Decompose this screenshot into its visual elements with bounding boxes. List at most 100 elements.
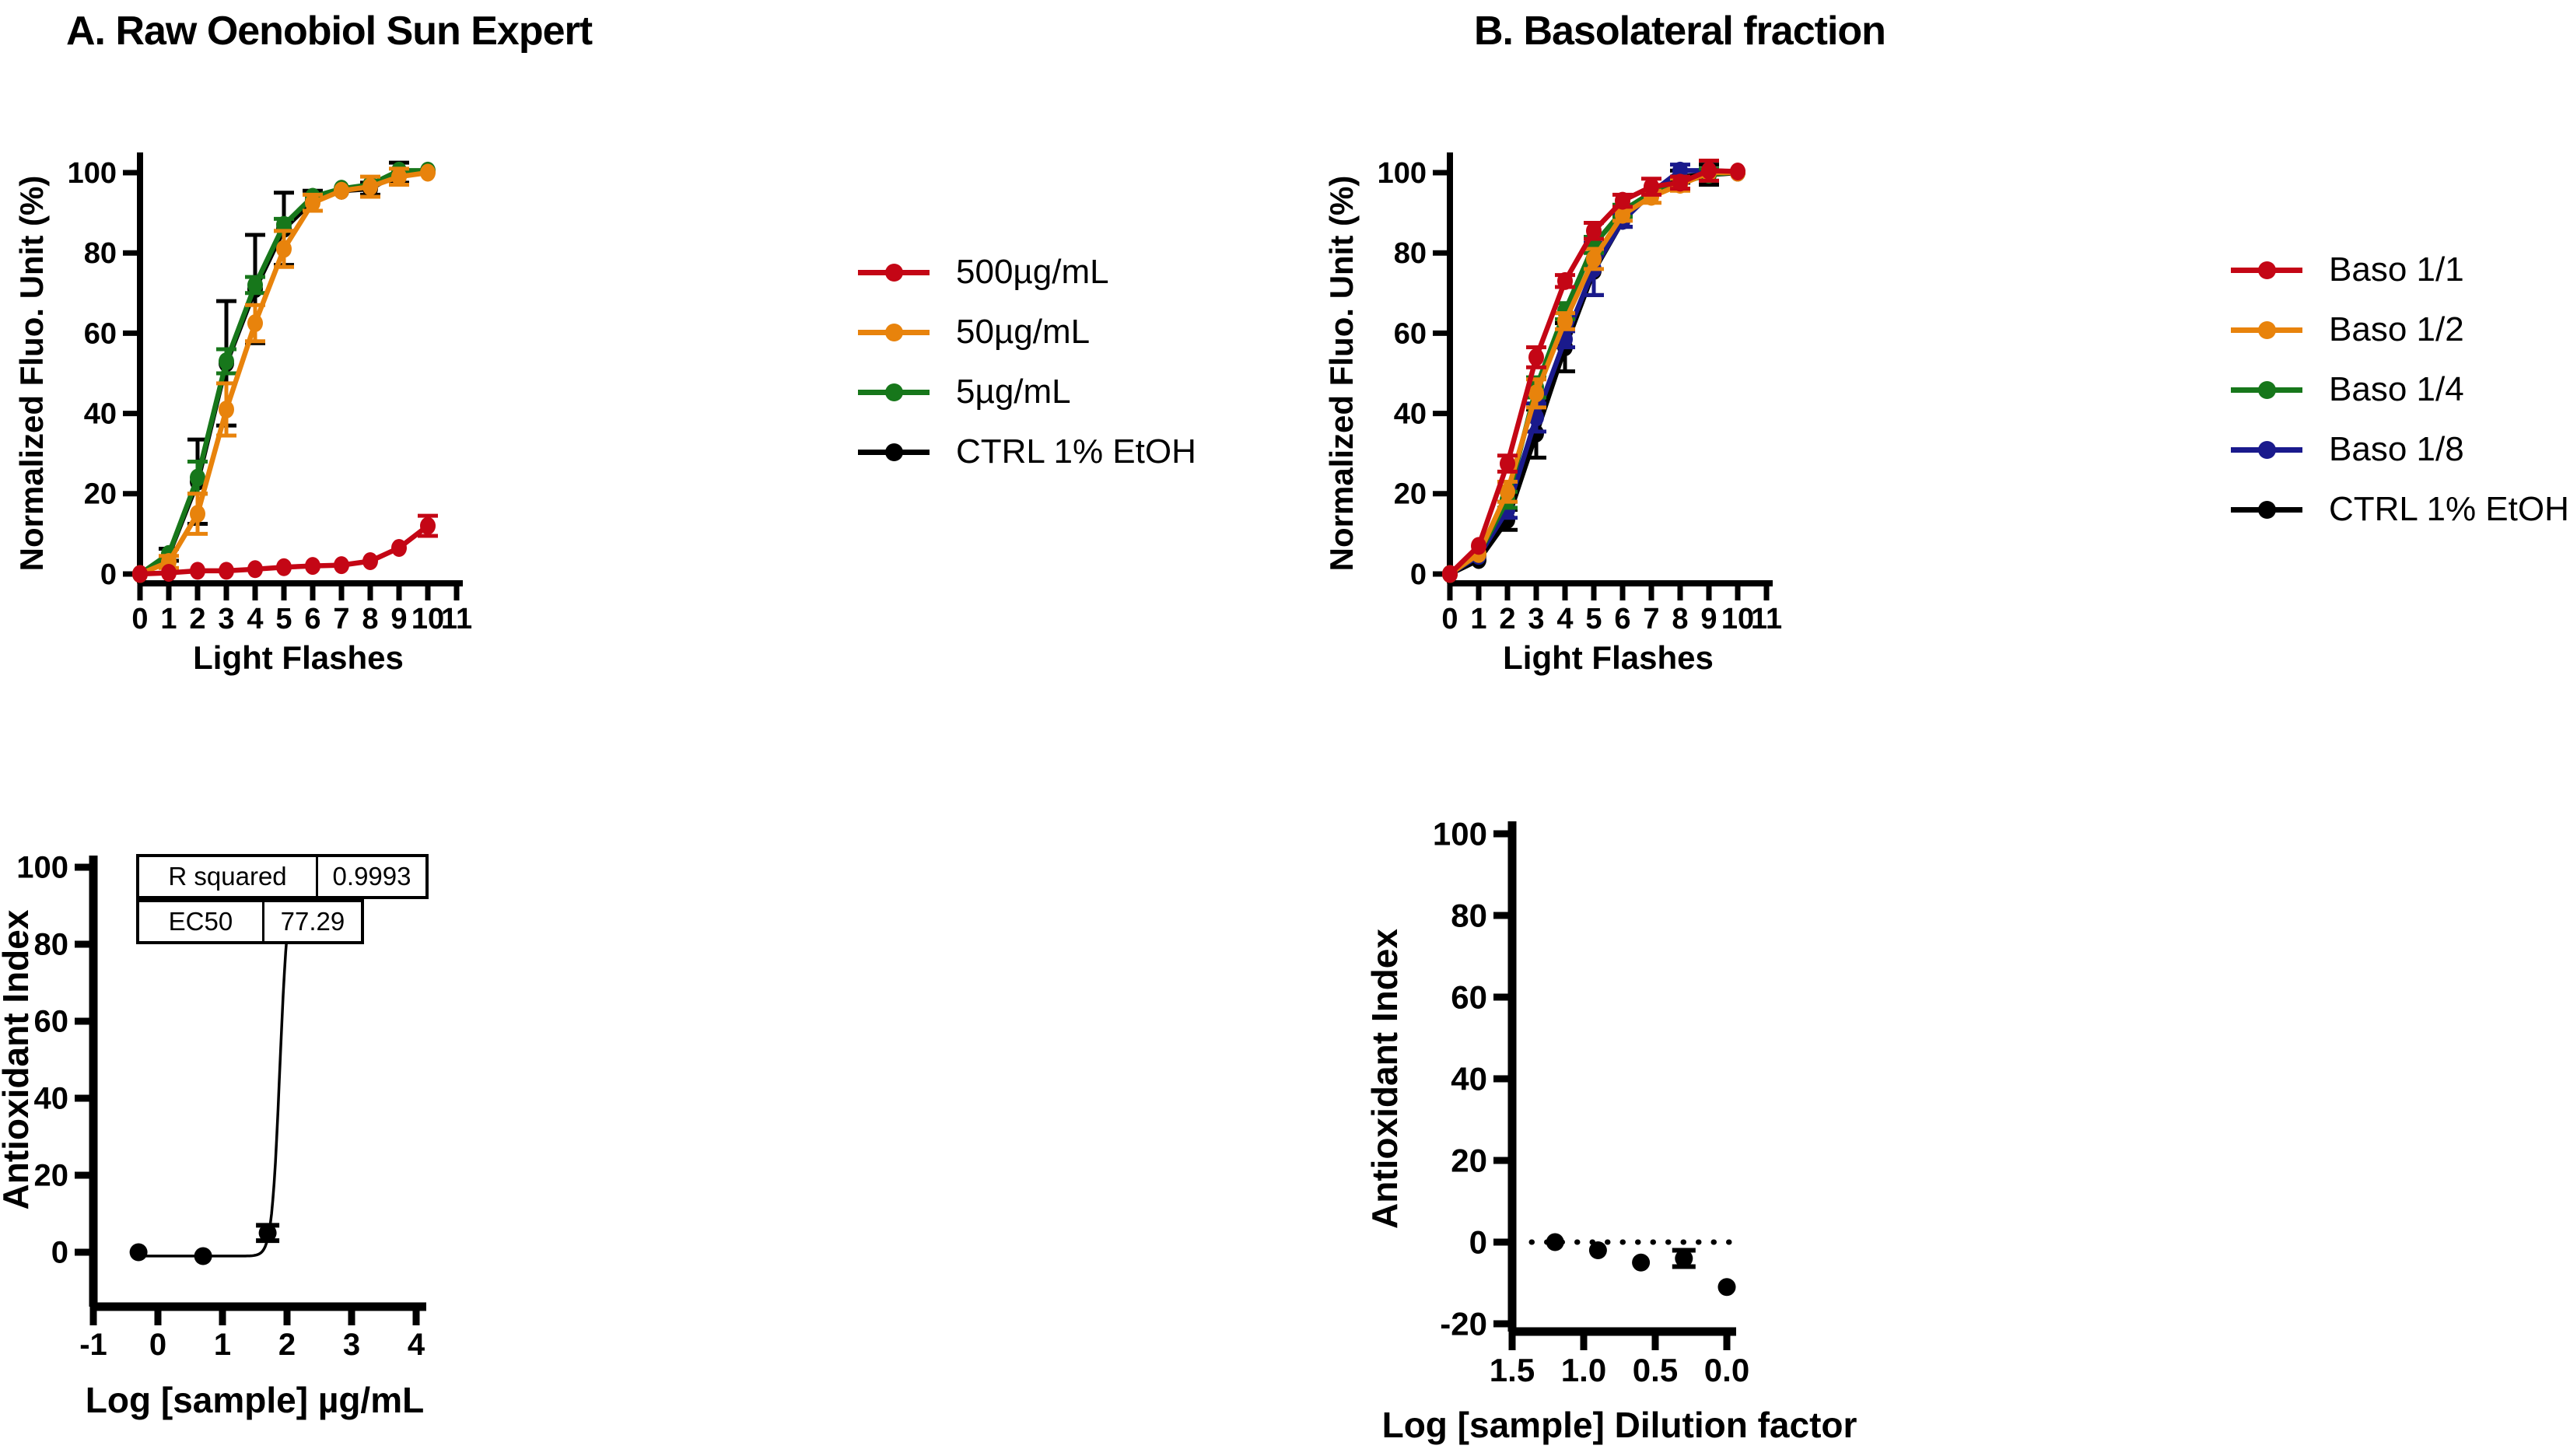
- data-point: [420, 516, 436, 535]
- y-tick-label: 80: [1451, 897, 1487, 933]
- y-tick-label: 20: [1451, 1142, 1487, 1178]
- y-axis-title: Antioxidant Index: [1364, 929, 1405, 1229]
- x-tick-label: 4: [408, 1328, 425, 1362]
- y-tick-label: 100: [16, 851, 68, 885]
- x-tick-label: 7: [1643, 603, 1659, 635]
- x-tick-label: 4: [247, 603, 263, 635]
- data-point: [1632, 1253, 1651, 1272]
- data-point: [194, 1247, 212, 1265]
- series-50-g/mL: [132, 163, 436, 583]
- x-tick-label: 5: [275, 603, 292, 635]
- data-point: [1615, 205, 1630, 224]
- x-tick-label: 6: [1614, 603, 1630, 635]
- x-axis-title: Log [sample] µg/mL: [86, 1380, 424, 1420]
- legend-swatch-blue-icon: [2231, 438, 2302, 461]
- data-point: [305, 557, 320, 576]
- y-tick-label: 20: [84, 478, 117, 511]
- scatter-points: [1546, 1233, 1736, 1297]
- panel-b-title: B. Basolateral fraction: [1474, 9, 1886, 54]
- data-point: [1500, 454, 1515, 473]
- data-point: [362, 177, 378, 196]
- y-tick-label: 0: [1469, 1223, 1487, 1260]
- data-point: [219, 352, 234, 371]
- x-tick-label: 2: [278, 1328, 296, 1362]
- legend-item-baso-1-2: Baso 1/2: [2231, 299, 2569, 359]
- x-tick-label: 6: [304, 603, 320, 635]
- x-tick-label: 1.5: [1490, 1352, 1535, 1388]
- y-tick-label: 60: [34, 1005, 69, 1039]
- x-axis-title: Log [sample] Dilution factor: [1382, 1405, 1857, 1445]
- data-point: [1586, 250, 1602, 268]
- ec50-label: EC50: [168, 907, 233, 936]
- legend-swatch-orange-icon: [858, 320, 930, 344]
- data-point: [1615, 191, 1630, 210]
- legend-item-5ug: 5µg/mL: [858, 362, 1196, 422]
- series-5-g/mL: [132, 161, 436, 583]
- x-tick-label: 10: [411, 603, 444, 635]
- y-tick-label: -20: [1440, 1305, 1487, 1342]
- y-axis-title: Normalized Fluo. Unit (%): [13, 176, 50, 572]
- series-500-g/mL: [132, 513, 438, 583]
- data-point: [1672, 173, 1688, 192]
- x-tick-label: 11: [441, 603, 472, 635]
- x-tick-label: 11: [1751, 603, 1782, 635]
- x-tick-label: 0.5: [1633, 1352, 1678, 1388]
- x-axis-title: Light Flashes: [1503, 639, 1714, 676]
- x-tick-label: 1: [1470, 603, 1486, 635]
- data-point: [1730, 162, 1745, 180]
- data-point: [391, 167, 407, 186]
- x-tick-label: 9: [1700, 603, 1717, 635]
- ec50-stat-box: EC50 77.29: [136, 899, 364, 944]
- data-point: [391, 538, 407, 557]
- y-tick-label: 100: [1378, 157, 1427, 190]
- x-tick-label: 3: [218, 603, 234, 635]
- data-point: [247, 560, 263, 579]
- y-tick-label: 80: [1394, 237, 1427, 270]
- data-point: [1717, 1278, 1736, 1297]
- y-tick-label: 20: [34, 1159, 69, 1193]
- y-tick-label: 0: [100, 558, 117, 591]
- legend-item-baso-1-8: Baso 1/8: [2231, 419, 2569, 479]
- data-point: [1528, 348, 1544, 366]
- data-point: [190, 562, 205, 580]
- y-tick-label: 40: [34, 1082, 69, 1116]
- data-point: [1442, 565, 1458, 583]
- data-point: [1588, 1241, 1607, 1259]
- data-point: [1471, 537, 1486, 555]
- y-tick-label: 40: [84, 398, 117, 431]
- x-tick-label: 5: [1585, 603, 1602, 635]
- legend-swatch-black-icon: [858, 440, 930, 464]
- y-tick-label: 60: [84, 317, 117, 350]
- y-tick-label: 0: [1410, 558, 1427, 591]
- x-tick-label: 8: [362, 603, 378, 635]
- data-point: [132, 565, 148, 583]
- y-tick-label: 40: [1451, 1060, 1487, 1097]
- y-tick-label: 80: [34, 928, 69, 962]
- data-point: [1586, 222, 1602, 240]
- y-tick-label: 100: [1433, 815, 1487, 852]
- legend-item-baso-1-4: Baso 1/4: [2231, 359, 2569, 419]
- axes: 1.5 1.0 0.5 0.0 -20 0 20 40 60 80 100 Log [sample] …: [1364, 815, 1857, 1445]
- x-tick-label: 3: [1528, 603, 1544, 635]
- chart-a-legend: 500µg/mL 50µg/mL 5µg/mL CTRL 1% EtOH: [858, 242, 1196, 481]
- data-point: [247, 275, 263, 294]
- legend-swatch-green-icon: [2231, 378, 2302, 401]
- data-point: [334, 181, 349, 200]
- legend-item-500ug: 500µg/mL: [858, 242, 1196, 302]
- legend-label: Baso 1/2: [2329, 310, 2464, 348]
- x-tick-label: 0.0: [1704, 1352, 1749, 1388]
- legend-label: Baso 1/1: [2329, 250, 2464, 289]
- r-squared-stat-box: R squared 0.9993: [136, 854, 429, 899]
- x-tick-label: 4: [1556, 603, 1573, 635]
- data-point: [276, 558, 292, 576]
- series-Baso-1/1: [1442, 159, 1745, 583]
- data-point: [129, 1243, 148, 1262]
- data-point: [219, 562, 234, 580]
- legend-item-50ug: 50µg/mL: [858, 302, 1196, 362]
- x-tick-label: 0: [149, 1328, 166, 1362]
